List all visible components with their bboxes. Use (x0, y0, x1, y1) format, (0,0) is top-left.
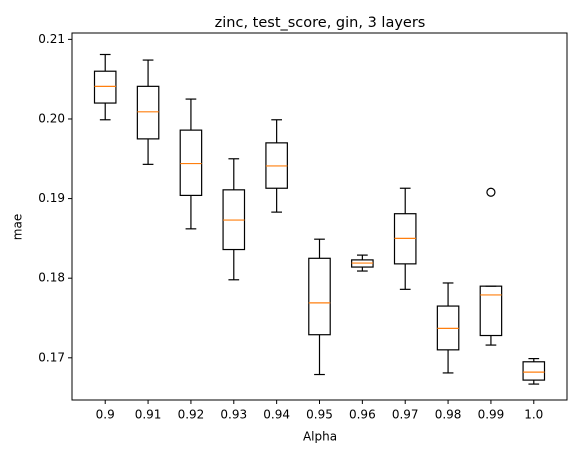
x-tick-label: 0.98 (435, 408, 462, 422)
x-tick-label: 0.95 (306, 408, 333, 422)
x-tick-label: 0.9 (96, 408, 115, 422)
y-tick-label: 0.18 (38, 271, 65, 285)
x-tick-label: 0.94 (263, 408, 290, 422)
box (93, 70, 117, 104)
x-axis-label: Alpha (303, 430, 337, 444)
outlier-point (486, 187, 496, 197)
y-tick-label: 0.19 (38, 191, 65, 205)
x-tick-label: 0.92 (178, 408, 205, 422)
x-tick-label: 0.91 (135, 408, 162, 422)
x-tick-label: 0.93 (220, 408, 247, 422)
box (308, 257, 331, 336)
x-tick-label: 1.0 (524, 408, 543, 422)
chart-title: zinc, test_score, gin, 3 layers (215, 15, 426, 31)
box (522, 361, 546, 381)
box (179, 129, 203, 197)
x-tick-label: 0.99 (478, 408, 505, 422)
plot-area: 0.17 0.18 0.19 0.20 0.21 0.9 0.91 0.92 0.93 0.94 0… (38, 32, 568, 422)
y-tick-label: 0.20 (38, 111, 65, 125)
box (136, 85, 160, 140)
y-tick-label: 0.21 (38, 32, 65, 46)
y-tick-label: 0.17 (38, 350, 65, 364)
x-tick-label: 0.97 (392, 408, 419, 422)
y-axis-label: mae (11, 214, 25, 240)
x-tick-label: 0.96 (349, 408, 376, 422)
box (479, 285, 503, 337)
